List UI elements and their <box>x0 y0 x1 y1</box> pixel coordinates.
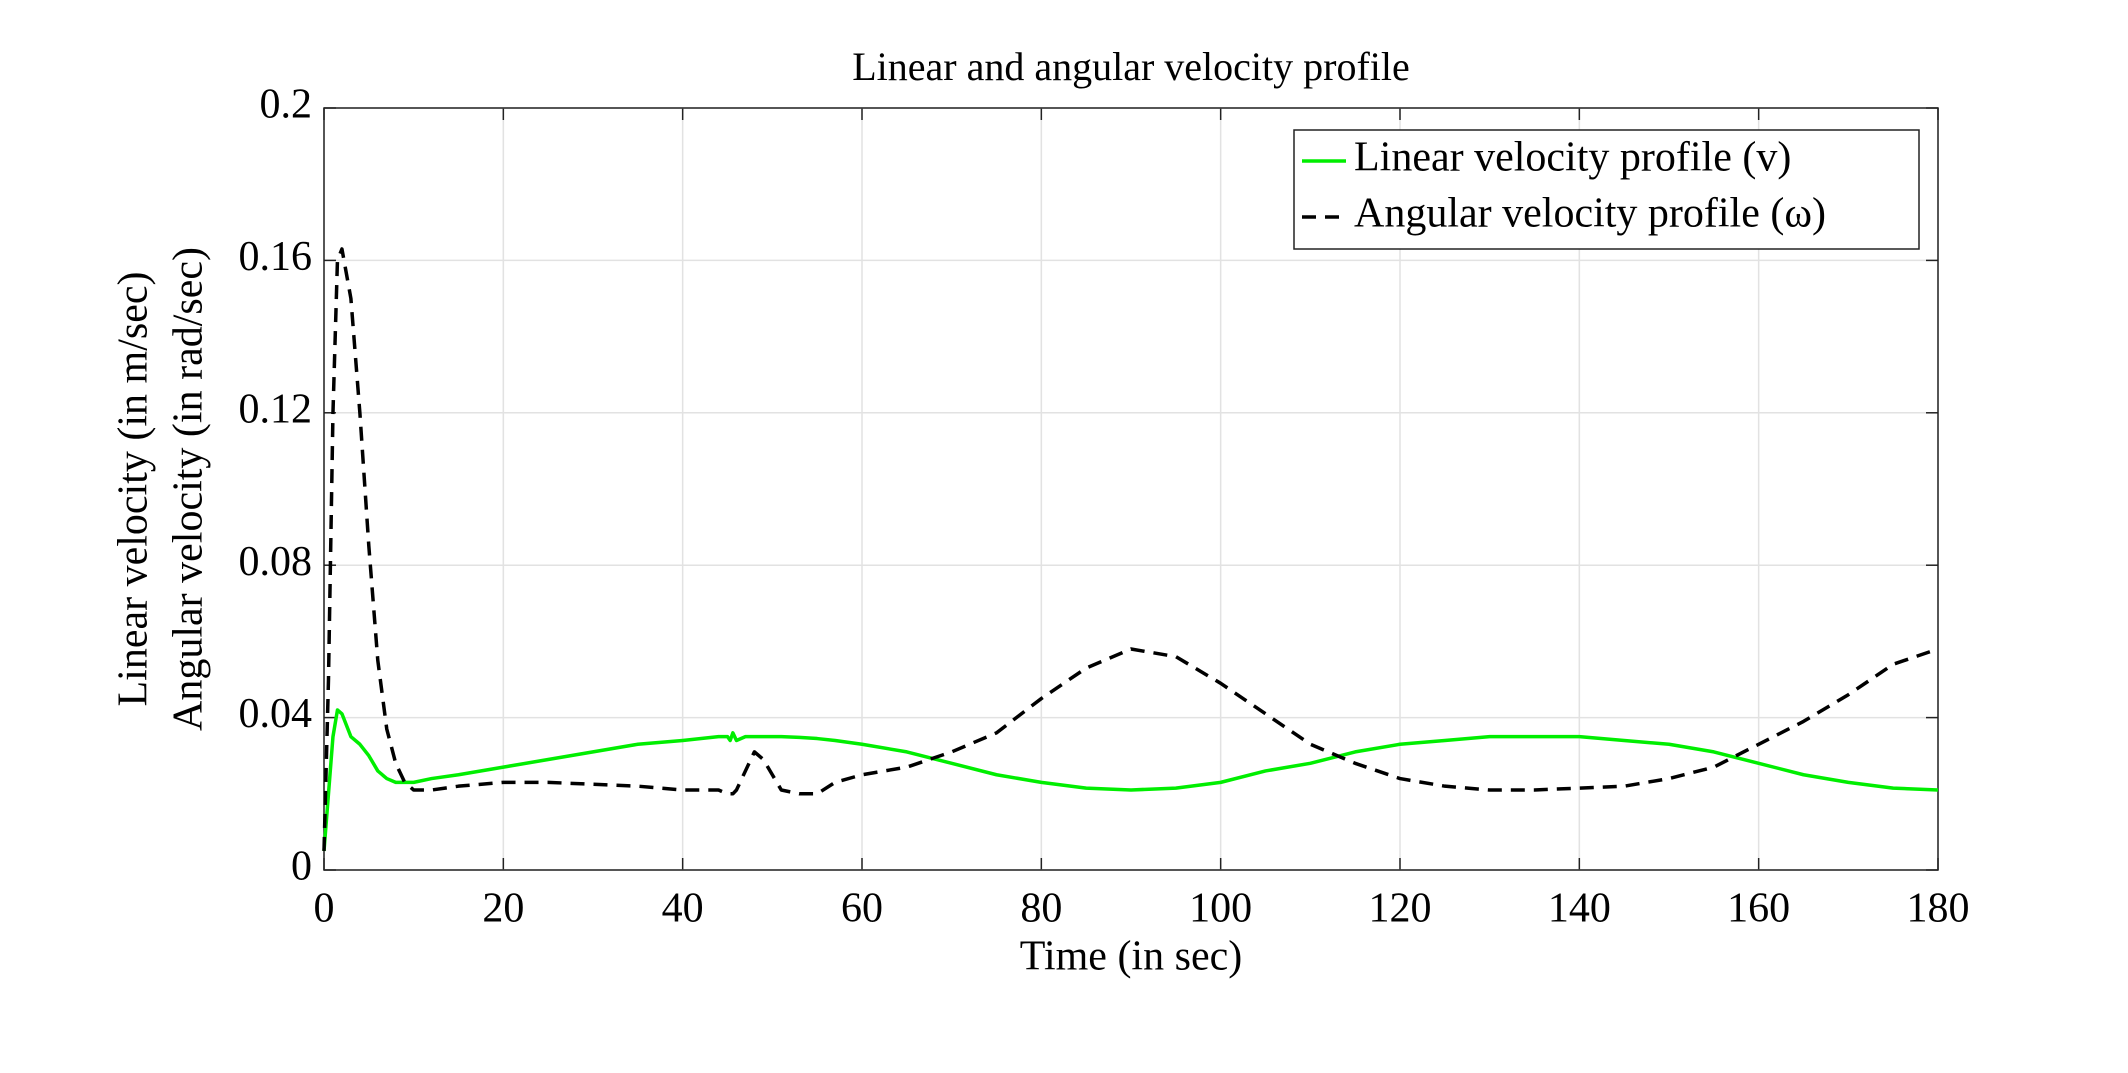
y-tick-label: 0 <box>291 844 312 890</box>
x-tick-label: 40 <box>662 886 704 932</box>
legend-box <box>1293 129 1920 250</box>
x-tick-label: 100 <box>1189 886 1252 932</box>
x-tick-label: 0 <box>314 886 335 932</box>
legend-label: Angular velocity profile (ω) <box>1354 191 1826 237</box>
x-tick-label: 120 <box>1369 886 1432 932</box>
x-tick-label: 60 <box>841 886 883 932</box>
plot-frame <box>323 107 1939 871</box>
y-axis-label: Angular velocity (in rad/sec) <box>166 247 212 731</box>
data-line <box>322 708 1939 852</box>
data-line <box>322 247 1939 851</box>
x-axis-label: Time (in sec) <box>1020 934 1242 980</box>
y-tick-label: 0.12 <box>239 386 313 432</box>
y-axis-label: Linear velocity (in m/sec) <box>111 272 157 707</box>
x-tick-label: 20 <box>482 886 524 932</box>
x-tick-label: 160 <box>1727 886 1790 932</box>
x-tick-label: 180 <box>1907 886 1970 932</box>
chart-title: Linear and angular velocity profile <box>852 44 1410 89</box>
x-tick-label: 140 <box>1548 886 1611 932</box>
y-tick-label: 0.16 <box>239 234 313 280</box>
legend-label: Linear velocity profile (v) <box>1354 135 1791 181</box>
y-tick-label: 0.2 <box>260 82 313 128</box>
y-tick-label: 0.04 <box>239 691 313 737</box>
y-tick-label: 0.08 <box>239 539 313 585</box>
x-tick-label: 80 <box>1020 886 1062 932</box>
